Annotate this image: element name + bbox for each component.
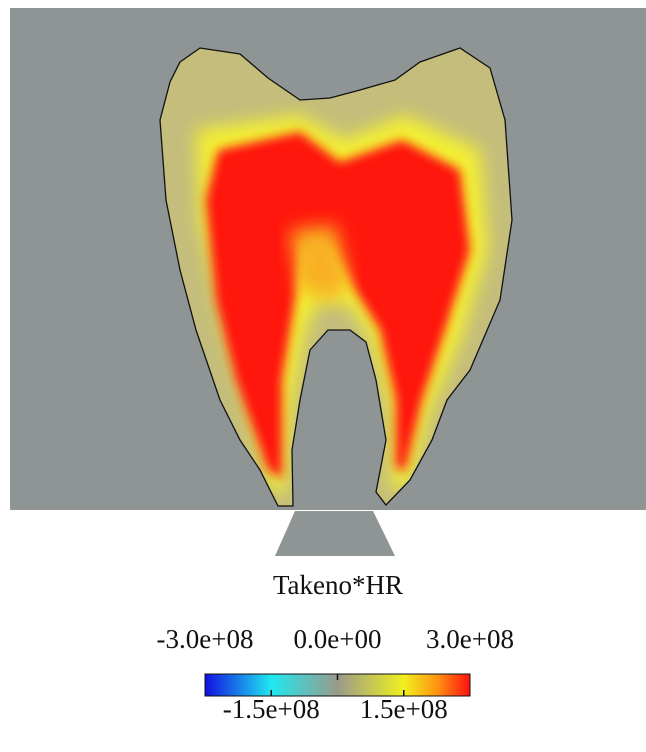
colorbar-tick-label: 1.5e+08 xyxy=(360,694,448,724)
field-core xyxy=(290,225,350,300)
field-high xyxy=(206,132,470,478)
colorbar-title: Takeno*HR xyxy=(273,570,403,600)
colorbar-tick-label: -1.5e+08 xyxy=(223,694,320,724)
colorbar-tick-label: 0.0e+00 xyxy=(294,624,382,654)
base-support xyxy=(275,511,395,556)
colorbar-tick-label: -3.0e+08 xyxy=(157,624,254,654)
colorbar-tick-label: 3.0e+08 xyxy=(426,624,514,654)
